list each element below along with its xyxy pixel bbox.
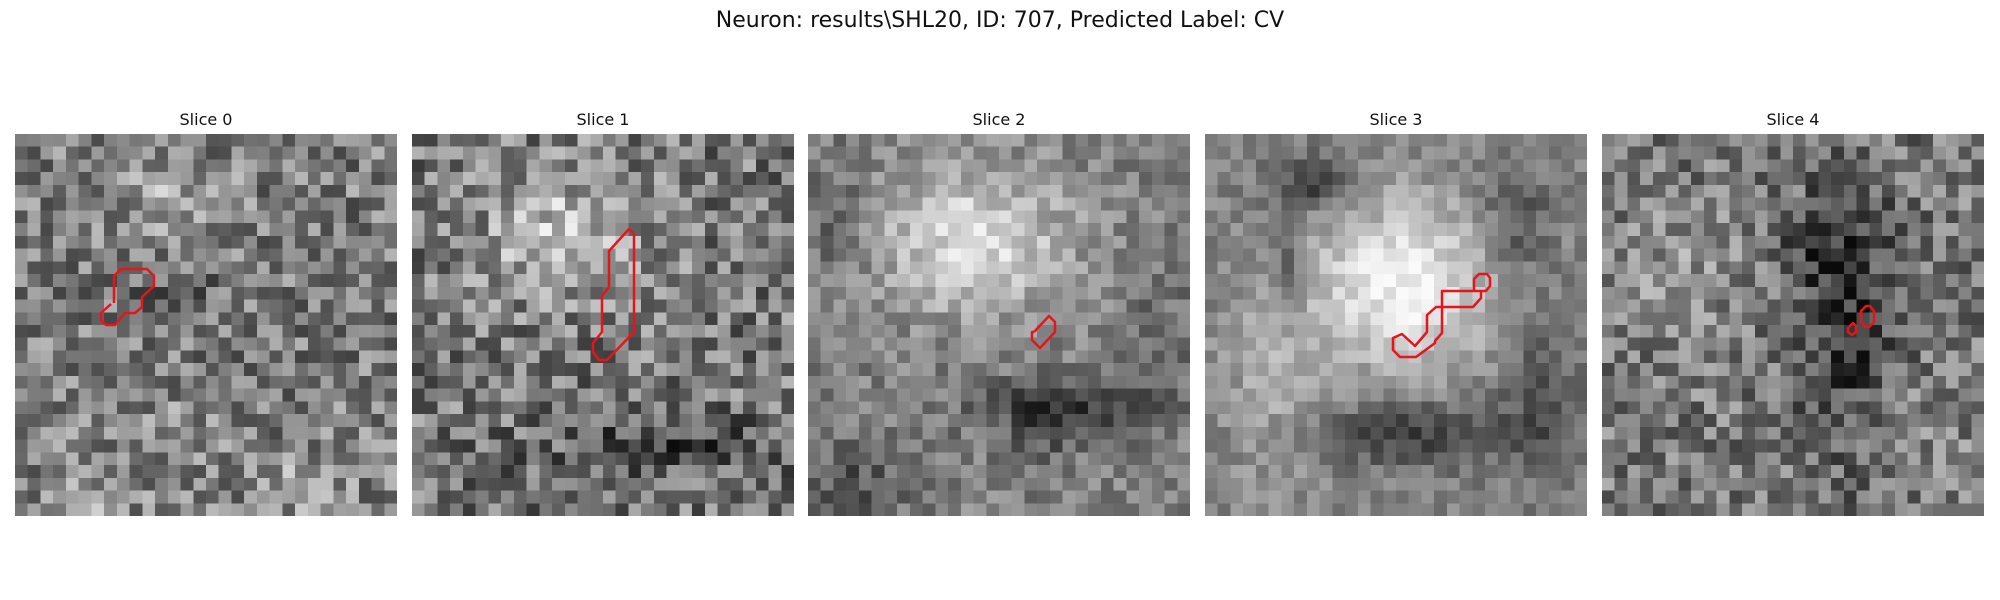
slice-title-3: Slice 3 bbox=[1369, 110, 1423, 129]
slice-panel-2: Slice 2 bbox=[808, 108, 1190, 516]
grayscale-image-3 bbox=[1205, 134, 1587, 516]
roi-contour-2 bbox=[1030, 314, 1057, 350]
slice-panel-0: Slice 0 bbox=[15, 108, 397, 516]
slice-panel-1: Slice 1 bbox=[412, 108, 794, 516]
grayscale-image-4 bbox=[1602, 134, 1984, 516]
slice-image-0 bbox=[15, 134, 397, 516]
roi-contour-3 bbox=[1391, 272, 1492, 359]
slice-title-1: Slice 1 bbox=[576, 110, 630, 129]
slice-title-0: Slice 0 bbox=[179, 110, 233, 129]
grayscale-image-2 bbox=[808, 134, 1190, 516]
slice-panel-4: Slice 4 bbox=[1602, 108, 1984, 516]
grayscale-image-0 bbox=[15, 134, 397, 516]
slice-title-2: Slice 2 bbox=[972, 110, 1026, 129]
slice-title-4: Slice 4 bbox=[1766, 110, 1820, 129]
roi-contour-1 bbox=[591, 227, 636, 362]
roi-contour-0 bbox=[99, 267, 156, 327]
slice-image-2 bbox=[808, 134, 1190, 516]
slice-panel-3: Slice 3 bbox=[1205, 108, 1587, 516]
roi-contour-4 bbox=[1846, 304, 1876, 337]
slice-image-1 bbox=[412, 134, 794, 516]
slice-image-3 bbox=[1205, 134, 1587, 516]
figure-title: Neuron: results\SHL20, ID: 707, Predicte… bbox=[715, 8, 1285, 33]
slice-image-4 bbox=[1602, 134, 1984, 516]
